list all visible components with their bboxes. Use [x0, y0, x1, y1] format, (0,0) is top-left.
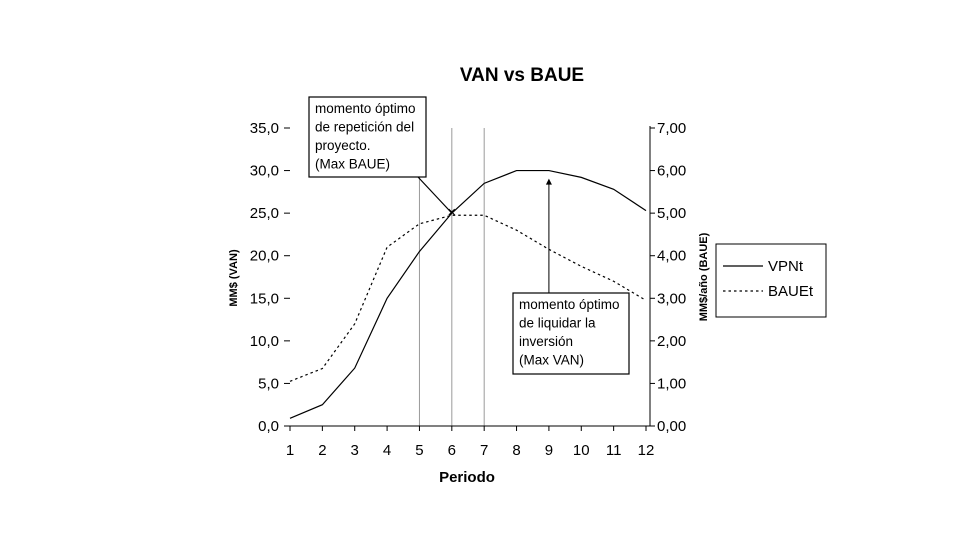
chart-title: VAN vs BAUE [460, 65, 584, 86]
x-tick-label: 8 [512, 442, 520, 459]
annotation-box [308, 96, 427, 178]
annotation-box [512, 292, 630, 375]
annotation-text: inversión [519, 334, 573, 349]
right-axis-ticks: 0,00 1,00 2,00 3,00 4,00 5,00 6,00 7,00 [650, 120, 686, 435]
left-axis-ticks: 0,0 5,0 10,0 15,0 20,0 25,0 30,0 35,0 [250, 120, 290, 435]
x-tick-label: 5 [415, 442, 423, 459]
x-tick-label: 10 [573, 442, 590, 459]
x-tick-label: 1 [286, 442, 294, 459]
x-tick-label: 3 [351, 442, 359, 459]
left-tick-label: 30,0 [250, 163, 279, 180]
x-tick-label: 11 [606, 442, 622, 459]
legend-box [715, 243, 827, 318]
right-tick-label: 6,00 [657, 163, 686, 180]
annotation-text: momento óptimo [519, 297, 620, 312]
right-tick-label: 2,00 [657, 333, 686, 350]
right-tick-label: 4,00 [657, 248, 686, 265]
annotation-2-arrowhead [545, 178, 552, 185]
right-tick-label: 7,00 [657, 120, 686, 137]
left-tick-label: 5,0 [258, 375, 279, 392]
left-tick-label: 35,0 [250, 120, 279, 137]
left-tick-label: 10,0 [250, 333, 279, 350]
annotation-text: (Max VAN) [519, 353, 584, 368]
axes [286, 126, 651, 427]
annotations: momento óptimo de repetición del proyecto.… [308, 96, 630, 375]
x-tick-label: 6 [448, 442, 456, 459]
annotation-text: (Max BAUE) [315, 157, 390, 172]
left-tick-label: 25,0 [250, 205, 279, 222]
vertical-gridlines [418, 128, 485, 426]
x-axis-ticks: 1 2 3 4 5 6 7 8 9 10 11 12 [286, 426, 655, 459]
y-axis-label-right: MM$/año (BAUE) [698, 232, 710, 321]
y-axis-label-left: MM$ (VAN) [228, 249, 240, 307]
annotation-2: momento óptimo de liquidar la inversión (M… [512, 292, 630, 375]
annotation-text: de liquidar la [519, 316, 596, 331]
right-tick-label: 0,00 [657, 418, 686, 435]
left-tick-label: 15,0 [250, 290, 279, 307]
x-tick-label: 2 [318, 442, 326, 459]
annotation-text: proyecto. [315, 138, 371, 153]
right-tick-label: 3,00 [657, 290, 686, 307]
x-tick-label: 4 [383, 442, 391, 459]
x-tick-label: 12 [638, 442, 655, 459]
annotation-1-leader [417, 176, 453, 214]
legend-label-vpnt: VPNt [768, 258, 804, 275]
right-tick-label: 5,00 [657, 205, 686, 222]
right-tick-label: 1,00 [657, 375, 686, 392]
x-axis-label: Periodo [439, 469, 495, 486]
x-tick-label: 7 [480, 442, 488, 459]
annotation-text: de repetición del [315, 120, 414, 135]
annotation-text: momento óptimo [315, 101, 416, 116]
series-line-vpnt [289, 169, 647, 419]
left-tick-label: 20,0 [250, 248, 279, 265]
legend: VPNt BAUEt [715, 243, 827, 318]
left-tick-label: 0,0 [258, 418, 279, 435]
x-tick-label: 9 [545, 442, 553, 459]
legend-label-bauet: BAUEt [768, 283, 814, 300]
annotation-1: momento óptimo de repetición del proyecto.… [308, 96, 427, 178]
